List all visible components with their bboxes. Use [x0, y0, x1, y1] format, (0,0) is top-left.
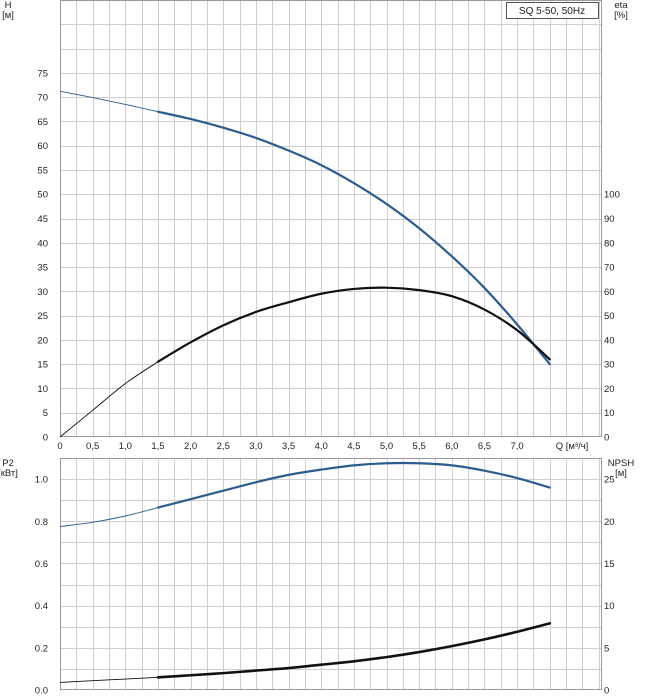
y-left-tick-label: 40 [37, 238, 48, 249]
series-line-thin-0-0 [59, 90, 159, 113]
plot-frame [60, 458, 602, 690]
x-tick-label: 4,5 [347, 441, 360, 452]
y-right-tick-label: 50 [604, 311, 615, 322]
y-left-tick-label: 0.8 [35, 517, 48, 528]
x-tick-label: 1,5 [151, 441, 164, 452]
y-right-tick-label: 80 [604, 238, 615, 249]
y-right-tick-label: 20 [604, 384, 615, 395]
series-line-thin-0-1 [59, 361, 159, 438]
y-left-tick-label: 65 [37, 117, 48, 128]
y-right-tick-label: 0 [604, 686, 609, 697]
y-right-axis-title: NPSH [608, 458, 635, 469]
y-left-axis-unit: [м] [2, 10, 14, 21]
y-left-tick-label: 0 [43, 433, 48, 444]
y-right-tick-label: 5 [604, 643, 609, 654]
y-right-axis-title: eta [614, 0, 628, 11]
head-efficiency-panel: 0 5 10 15 20 25 30 35 40 45 50 55 60 65 70 75 0 10 20 30 40 5… [2, 0, 628, 452]
series-line-0-1 [156, 286, 551, 363]
y-left-tick-label: 70 [37, 93, 48, 104]
x-tick-label: 6,5 [478, 441, 491, 452]
power-npsh-panel: 0.0 0.2 0.4 0.6 0.8 1.0 0 5 10 15 20 25 P2[кВт] NPSH[… [0, 458, 634, 697]
y-left-tick-label: 25 [37, 311, 48, 322]
series-line-1-1 [156, 622, 552, 679]
x-tick-label: 0 [57, 441, 62, 452]
y-right-tick-label: 20 [604, 517, 615, 528]
legend-label: SQ 5-50, 50Hz [519, 6, 585, 17]
y-left-tick-label: 0.4 [35, 601, 48, 612]
y-right-tick-label: 10 [604, 601, 615, 612]
y-left-axis-title: P2 [2, 458, 14, 469]
y-right-tick-label: 70 [604, 263, 615, 274]
x-axis-label: Q [м³/ч] [556, 441, 589, 452]
series-line-thin-1-0 [59, 507, 159, 527]
x-tick-label: 2,0 [184, 441, 197, 452]
y-left-tick-label: 20 [37, 335, 48, 346]
y-right-tick-label: 25 [604, 475, 615, 486]
y-left-tick-label: 15 [37, 360, 48, 371]
y-left-tick-label: 55 [37, 165, 48, 176]
x-tick-label: 5,5 [413, 441, 426, 452]
series-line-thin-1-1 [59, 676, 158, 683]
y-left-axis-title: H [5, 0, 12, 11]
y-left-tick-label: 1.0 [35, 475, 48, 486]
y-right-tick-label: 15 [604, 559, 615, 570]
y-right-axis-unit: [%] [614, 10, 628, 21]
series-line-1-0 [156, 461, 551, 509]
x-tick-label: 1,0 [119, 441, 132, 452]
y-left-tick-label: 50 [37, 190, 48, 201]
y-left-tick-label: 75 [37, 68, 48, 79]
x-tick-label: 6,0 [445, 441, 458, 452]
y-left-tick-label: 45 [37, 214, 48, 225]
y-left-tick-label: 0.0 [35, 686, 48, 697]
x-tick-label: 2,5 [217, 441, 230, 452]
y-left-tick-label: 5 [43, 408, 48, 419]
y-right-tick-label: 60 [604, 287, 615, 298]
y-left-tick-label: 30 [37, 287, 48, 298]
plot-frame [60, 0, 602, 437]
y-right-tick-label: 30 [604, 360, 615, 371]
y-right-tick-label: 0 [604, 433, 609, 444]
y-left-tick-label: 60 [37, 141, 48, 152]
series-line-0-0 [156, 110, 551, 366]
y-right-tick-label: 40 [604, 335, 615, 346]
y-left-axis-unit: [кВт] [0, 468, 18, 479]
x-tick-label: 7,0 [510, 441, 523, 452]
y-left-tick-label: 0.6 [35, 559, 48, 570]
legend-box [506, 2, 599, 19]
y-right-axis-unit: [м] [615, 468, 627, 479]
x-tick-label: 0,5 [86, 441, 99, 452]
y-right-tick-label: 90 [604, 214, 615, 225]
x-tick-label: 3,5 [282, 441, 295, 452]
y-right-tick-label: 10 [604, 408, 615, 419]
x-tick-label: 4,0 [315, 441, 328, 452]
y-left-tick-label: 10 [37, 384, 48, 395]
y-right-tick-label: 100 [604, 190, 620, 201]
y-left-tick-label: 35 [37, 263, 48, 274]
x-tick-label: 3,0 [249, 441, 262, 452]
x-tick-label: 5,0 [380, 441, 393, 452]
y-left-tick-label: 0.2 [35, 643, 48, 654]
